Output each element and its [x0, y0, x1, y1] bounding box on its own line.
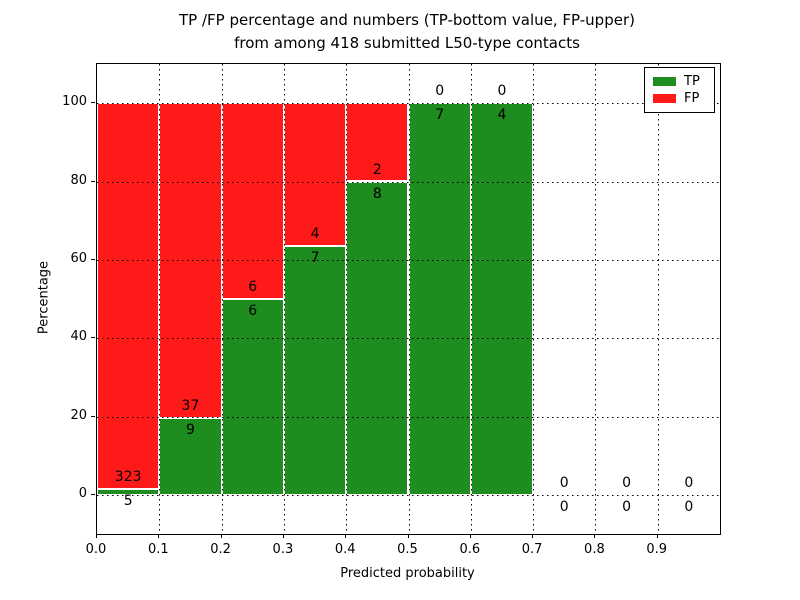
x-tick	[282, 534, 284, 538]
x-tick	[96, 534, 97, 538]
x-tick-label: 0.8	[584, 542, 605, 557]
legend-row-fp: FP	[653, 91, 706, 106]
x-tick	[656, 534, 658, 538]
fp-count-label: 0	[497, 83, 507, 100]
legend-label-tp: TP	[684, 74, 700, 89]
tp-count-label: 9	[185, 422, 195, 439]
x-tick-label: 0.5	[397, 542, 418, 557]
x-tick	[345, 534, 347, 538]
y-tick-label: 80	[70, 172, 87, 188]
tp-bar	[283, 245, 347, 495]
legend: TP FP	[644, 67, 715, 113]
y-tick	[91, 493, 95, 495]
y-tick	[91, 102, 95, 104]
y-tick	[91, 180, 95, 182]
legend-row-tp: TP	[653, 74, 706, 89]
fp-count-label: 0	[435, 83, 445, 100]
tp-bar	[470, 103, 534, 495]
fp-count-label: 0	[622, 474, 631, 491]
y-tick-label: 60	[70, 250, 87, 266]
x-tick-label: 0.7	[521, 542, 543, 557]
x-tick	[220, 534, 222, 538]
tp-count-label: 5	[123, 492, 133, 509]
grid-vline	[408, 64, 410, 534]
x-tick	[532, 534, 534, 538]
tp-bar	[97, 488, 160, 495]
x-tick-label: 0.4	[334, 542, 356, 557]
y-tick-label: 100	[62, 94, 87, 110]
grid-vline	[533, 64, 535, 534]
tp-count-label: 0	[559, 498, 569, 515]
x-tick-label: 0.6	[459, 542, 481, 557]
y-tick-label: 20	[70, 407, 87, 423]
grid-vline	[283, 64, 285, 534]
y-tick-label: 0	[78, 485, 87, 501]
grid-vline	[595, 64, 597, 534]
plot-area: 323 5 37 9 6 6 4 7 2 8 0 7 0 4 0 0 0 0 0 0	[96, 63, 721, 535]
y-tick	[91, 337, 95, 339]
fp-count-label: 0	[559, 474, 569, 491]
x-tick	[594, 534, 596, 538]
fp-bar	[97, 103, 160, 489]
y-tick	[91, 415, 95, 417]
legend-swatch-fp-icon	[653, 94, 676, 103]
tp-count-label: 6	[248, 303, 258, 319]
fp-count-label: 323	[114, 468, 142, 485]
chart-title-line1: TP /FP percentage and numbers (TP-bottom…	[179, 11, 635, 29]
y-axis-label: Percentage	[36, 260, 52, 335]
fp-count-label: 0	[684, 474, 694, 491]
grid-vline	[470, 64, 472, 534]
chart-title-line2: from among 418 submitted L50-type contac…	[234, 34, 580, 52]
grid-vline	[346, 64, 348, 534]
x-tick-label: 0.0	[85, 542, 107, 557]
tp-count-label: 0	[684, 498, 694, 515]
x-tick	[158, 534, 160, 538]
fp-count-label: 37	[181, 398, 200, 415]
tp-count-label: 0	[622, 498, 631, 515]
x-tick	[407, 534, 409, 538]
grid-vline	[657, 64, 659, 534]
legend-swatch-tp-icon	[653, 77, 676, 86]
legend-label-fp: FP	[684, 91, 700, 106]
y-tick-label: 40	[70, 329, 87, 345]
x-tick-label: 0.2	[210, 542, 231, 557]
tp-count-label: 8	[372, 185, 382, 202]
x-tick-label: 0.9	[646, 542, 668, 557]
x-tick-label: 0.3	[272, 542, 294, 557]
tp-count-label: 4	[497, 107, 507, 124]
grid-vline	[221, 64, 223, 534]
grid-vline	[159, 64, 161, 534]
fp-count-label: 2	[372, 161, 382, 178]
x-tick	[469, 534, 471, 538]
fp-count-label: 6	[248, 279, 258, 295]
tp-count-label: 7	[310, 249, 320, 266]
fp-count-label: 4	[310, 225, 320, 242]
tp-count-label: 7	[435, 107, 445, 124]
tp-bar	[221, 299, 284, 495]
tp-bar	[159, 418, 222, 495]
y-tick	[91, 258, 95, 260]
x-tick-label: 0.1	[147, 542, 169, 557]
x-axis-label: Predicted probability	[340, 566, 475, 581]
fp-bar	[221, 103, 284, 299]
tp-bar	[408, 103, 471, 495]
